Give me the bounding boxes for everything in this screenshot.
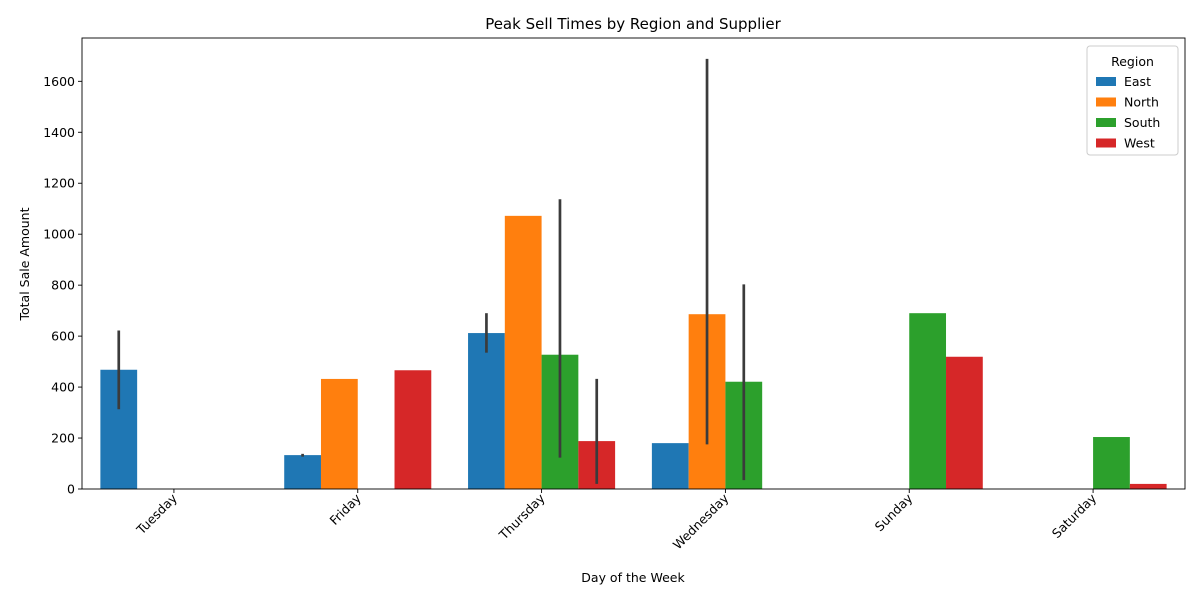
y-tick-label: 1200 xyxy=(43,176,75,191)
y-tick-label: 200 xyxy=(51,431,75,446)
x-tick-label-wednesday: Wednesday xyxy=(670,490,732,552)
plot-frame xyxy=(81,37,1186,490)
x-axis-label: Day of the Week xyxy=(581,570,685,585)
bar-north-friday xyxy=(320,378,358,489)
legend-box xyxy=(1086,45,1179,156)
y-axis-label: Total Sale Amount xyxy=(17,207,32,321)
bars-layer xyxy=(100,215,1167,489)
legend-label-west: West xyxy=(1124,136,1155,151)
legend-label-south: South xyxy=(1124,115,1160,130)
bar-west-sunday xyxy=(946,356,983,489)
bar-east-thursday xyxy=(468,333,505,489)
x-tick-label-saturday: Saturday xyxy=(1049,490,1100,541)
bar-west-friday xyxy=(394,370,432,489)
legend-swatch-south xyxy=(1096,118,1116,127)
y-tick-label: 400 xyxy=(51,380,75,395)
y-tick-label: 1400 xyxy=(43,125,75,140)
bar-south-sunday xyxy=(909,313,947,489)
legend-swatch-north xyxy=(1096,97,1116,107)
bar-north-thursday xyxy=(504,215,542,489)
y-tick-label: 600 xyxy=(51,329,75,344)
bar-east-wednesday xyxy=(651,443,689,489)
legend-label-east: East xyxy=(1124,74,1151,89)
legend: Region East North South West xyxy=(1086,45,1179,156)
y-tick-label: 1600 xyxy=(43,74,75,89)
legend-title: Region xyxy=(1111,54,1154,69)
legend-label-north: North xyxy=(1124,95,1159,110)
chart-title: Peak Sell Times by Region and Supplier xyxy=(485,15,781,33)
x-tick-label-tuesday: Tuesday xyxy=(133,490,181,538)
legend-swatch-east xyxy=(1096,77,1116,86)
y-tick-label: 1000 xyxy=(43,227,75,242)
y-tick-label: 0 xyxy=(67,482,75,497)
y-tick-label: 800 xyxy=(51,278,75,293)
bar-west-saturday xyxy=(1129,483,1167,489)
x-tick-label-sunday: Sunday xyxy=(872,490,916,534)
x-tick-label-friday: Friday xyxy=(326,490,364,528)
bar-south-saturday xyxy=(1093,437,1130,489)
error-bars-layer xyxy=(117,58,746,484)
legend-swatch-west xyxy=(1096,138,1116,148)
bar-east-friday xyxy=(284,455,321,489)
x-tick-label-thursday: Thursday xyxy=(495,490,548,543)
